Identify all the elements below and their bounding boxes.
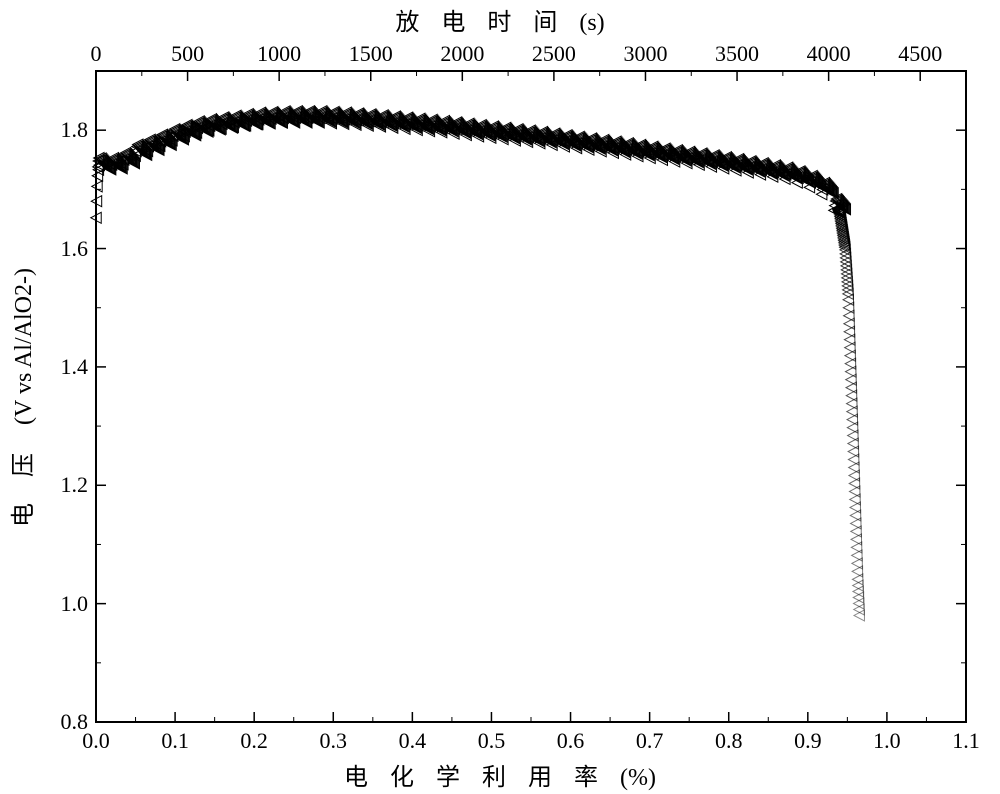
x-bottom-tick-label: 0.2 — [234, 728, 274, 754]
x-bottom-tick-label: 0.9 — [788, 728, 828, 754]
x-bottom-tick-label: 0.4 — [392, 728, 432, 754]
x-top-tick-label: 3500 — [709, 41, 765, 67]
y-tick-label: 1.4 — [61, 354, 89, 380]
x-top-axis-text: 放 电 时 间 — [395, 10, 565, 36]
x-bottom-tick-label: 0.1 — [155, 728, 195, 754]
chart-container: 放 电 时 间 (s) 电 化 学 利 用 率 (%) 电 压 (V vs Al… — [0, 0, 1000, 794]
data-series — [91, 106, 865, 621]
x-bottom-tick-label: 1.1 — [946, 728, 986, 754]
x-bottom-axis-label: 电 化 学 利 用 率 (%) — [0, 757, 1000, 792]
y-tick-label: 1.6 — [61, 236, 89, 262]
x-top-tick-label: 2500 — [526, 41, 582, 67]
x-top-tick-label: 4000 — [801, 41, 857, 67]
y-tick-label: 1.2 — [61, 472, 89, 498]
y-tick-label: 1.8 — [61, 117, 89, 143]
x-bottom-tick-label: 1.0 — [867, 728, 907, 754]
y-axis-text-en: (V vs Al/AlO2-) — [11, 268, 37, 425]
x-bottom-axis-text: 电 化 学 利 用 率 — [344, 765, 606, 791]
x-top-tick-label: 1000 — [251, 41, 307, 67]
x-bottom-axis-unit: (%) — [620, 765, 656, 791]
x-bottom-tick-label: 0.8 — [709, 728, 749, 754]
y-axis-text-cn: 电 压 — [11, 442, 37, 526]
x-top-tick-label: 2000 — [434, 41, 490, 67]
x-bottom-tick-label: 0.6 — [551, 728, 591, 754]
x-top-tick-label: 4500 — [892, 41, 948, 67]
x-top-tick-label: 500 — [160, 41, 216, 67]
y-tick-label: 0.8 — [61, 709, 89, 735]
x-bottom-tick-label: 0.7 — [630, 728, 670, 754]
x-top-tick-label: 0 — [68, 41, 124, 67]
x-top-tick-label: 1500 — [343, 41, 399, 67]
x-top-tick-label: 3000 — [617, 41, 673, 67]
x-top-axis-unit: (s) — [579, 10, 604, 36]
x-bottom-tick-label: 0.5 — [471, 728, 511, 754]
y-tick-label: 1.0 — [61, 591, 89, 617]
x-bottom-tick-label: 0.3 — [313, 728, 353, 754]
y-axis-label: 电 压 (V vs Al/AlO2-) — [6, 0, 34, 794]
plot-svg — [0, 0, 1000, 794]
x-top-axis-label: 放 电 时 间 (s) — [0, 2, 1000, 37]
